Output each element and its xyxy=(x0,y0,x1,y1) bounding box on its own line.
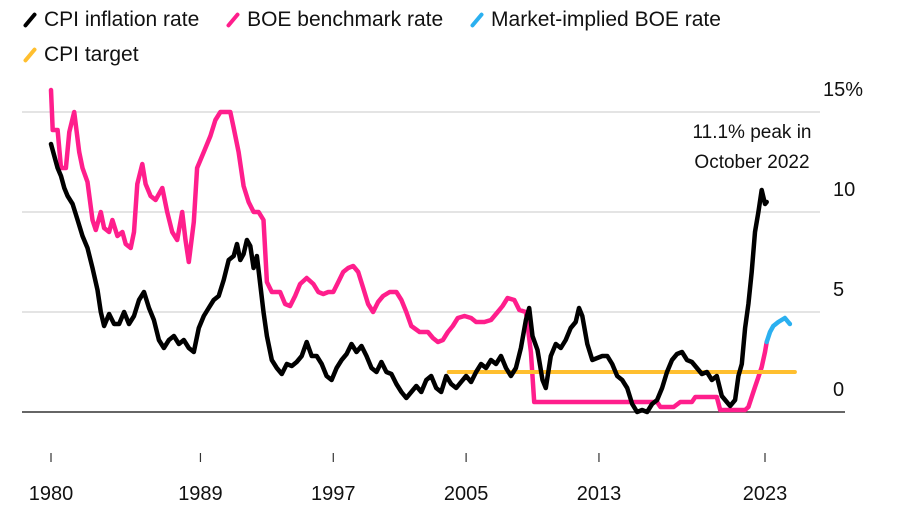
x-tick-label-1989: 1989 xyxy=(178,483,223,505)
gridlines xyxy=(22,111,845,413)
y-axis-labels: 0 5 10 15% xyxy=(823,79,863,401)
annotation-line-2: October 2022 xyxy=(694,152,809,173)
legend-item-boe: BOE benchmark rate xyxy=(225,4,443,36)
x-axis: 1980 1989 1997 2005 2013 2023 xyxy=(29,453,788,505)
series-line-cpi-inflation-rate xyxy=(48,141,769,415)
legend-label-boe: BOE benchmark rate xyxy=(247,8,444,31)
x-tick-label-1980: 1980 xyxy=(29,483,74,505)
x-tick-label-2023: 2023 xyxy=(743,483,788,505)
legend-item-cpi: CPI inflation rate xyxy=(22,4,199,36)
legend: CPI inflation rate BOE benchmark rate Ma… xyxy=(22,4,882,74)
y-tick-label-10: 10 xyxy=(833,179,855,201)
x-tick-label-1997: 1997 xyxy=(311,483,356,505)
legend-label-market-implied: Market-implied BOE rate xyxy=(491,8,721,31)
series-line-market-implied-boe-rate xyxy=(764,315,793,345)
legend-label-cpi: CPI inflation rate xyxy=(44,8,200,31)
series-group xyxy=(48,87,797,415)
annotation: 11.1% peak in October 2022 xyxy=(692,122,811,173)
y-tick-label-5: 5 xyxy=(833,279,844,301)
x-tick-label-2005: 2005 xyxy=(444,483,489,505)
legend-item-cpi-target: CPI target xyxy=(22,39,139,71)
annotation-line-1: 11.1% peak in xyxy=(692,122,811,143)
x-tick-label-2013: 2013 xyxy=(577,483,622,505)
series-line-boe-benchmark-rate xyxy=(48,87,769,413)
legend-label-cpi-target: CPI target xyxy=(44,43,139,66)
y-tick-label-0: 0 xyxy=(833,379,844,401)
y-tick-label-15: 15% xyxy=(823,79,863,101)
legend-item-market-implied: Market-implied BOE rate xyxy=(469,4,721,36)
